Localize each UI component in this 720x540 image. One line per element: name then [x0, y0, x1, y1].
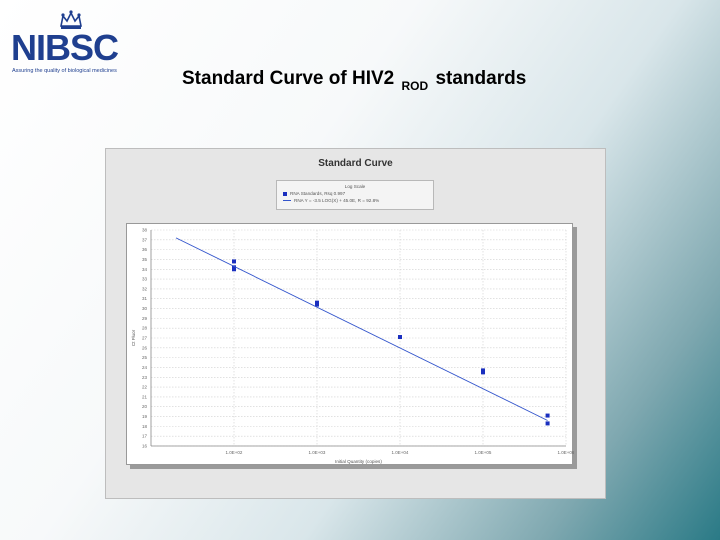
y-tick-label: 36 — [142, 247, 148, 252]
data-point — [232, 267, 236, 272]
y-tick-label: 27 — [142, 336, 148, 341]
y-tick-label: 35 — [142, 257, 148, 262]
y-tick-label: 21 — [142, 394, 148, 399]
crown-icon — [60, 10, 82, 29]
x-tick-label: 1.0E+04 — [392, 450, 409, 455]
y-tick-label: 32 — [142, 286, 148, 291]
legend-marker — [283, 191, 287, 196]
data-point — [398, 335, 402, 340]
data-point — [232, 259, 236, 264]
y-tick-label: 20 — [142, 404, 148, 409]
y-tick-label: 19 — [142, 414, 148, 419]
nibsc-logo: NIBSC Assuring the quality of biological… — [10, 8, 130, 78]
x-axis-label: Initial Quantity (copies) — [335, 459, 382, 464]
y-tick-label: 17 — [142, 434, 148, 439]
chart-title: Standard Curve — [318, 158, 393, 169]
y-axis-label: Ct Fluor — [131, 329, 136, 346]
y-tick-label: 37 — [142, 237, 148, 242]
y-tick-label: 25 — [142, 355, 148, 360]
chart-legend: Log Scale RNA Standards, Rsq 0.997 RNA Y… — [276, 180, 434, 210]
data-point — [545, 413, 550, 418]
fit-line — [175, 237, 548, 421]
y-tick-label: 28 — [142, 326, 148, 331]
y-tick-label: 34 — [142, 267, 148, 272]
legend-item-fit: RNA Y = -3.5 LOG(X) + 45.0E, R = 92.8% — [283, 197, 379, 204]
plot-area: 16 17 18 19 20 21 22 23 24 25 26 27 28 29 30 31 32 33 34 35… — [126, 223, 574, 465]
x-tick-label: 1.0E+05 — [475, 450, 492, 455]
x-tick-label: 1.0E+02 — [226, 450, 243, 455]
legend-fit-label: RNA Y = -3.5 LOG(X) + 45.0E, R = 92.8% — [294, 198, 380, 203]
y-tick-label: 31 — [142, 296, 148, 301]
slide-title-main: Standard Curve of HIV2 — [182, 68, 395, 89]
standard-curve-plot: 16 17 18 19 20 21 22 23 24 25 26 27 28 29 30 31 32 33 34 35… — [131, 228, 574, 465]
y-tick-label: 22 — [142, 385, 148, 390]
data-point — [545, 421, 550, 426]
legend-line-swatch — [283, 200, 291, 202]
data-point — [481, 370, 485, 375]
y-tick-label: 33 — [142, 277, 148, 282]
x-tick-label: 1.0E+03 — [309, 450, 326, 455]
legend-item-standards: RNA Standards, Rsq 0.997 — [283, 190, 345, 197]
y-tick-label: 38 — [142, 228, 148, 233]
y-tick-label: 26 — [142, 345, 148, 350]
y-tick-label: 29 — [142, 316, 148, 321]
slide-title: Standard Curve of HIV2 ROD standards — [182, 68, 526, 93]
logo-wordmark: NIBSC — [11, 27, 119, 68]
y-tick-label: 16 — [142, 444, 148, 449]
slide-title-subscript: ROD — [401, 79, 429, 93]
y-tick-label: 18 — [142, 424, 148, 429]
chart-panel: Standard Curve Log Scale RNA Standards, … — [105, 148, 606, 499]
y-tick-label: 30 — [142, 306, 148, 311]
legend-title: Log Scale — [344, 184, 366, 189]
data-point — [315, 302, 319, 307]
legend-series-label: RNA Standards, Rsq 0.997 — [290, 191, 346, 196]
y-tick-label: 24 — [142, 365, 148, 370]
y-tick-label: 23 — [142, 375, 148, 380]
slide-title-end: standards — [435, 68, 527, 89]
x-tick-label: 1.0E+06 — [558, 450, 574, 455]
logo-tagline: Assuring the quality of biological medic… — [12, 68, 117, 74]
